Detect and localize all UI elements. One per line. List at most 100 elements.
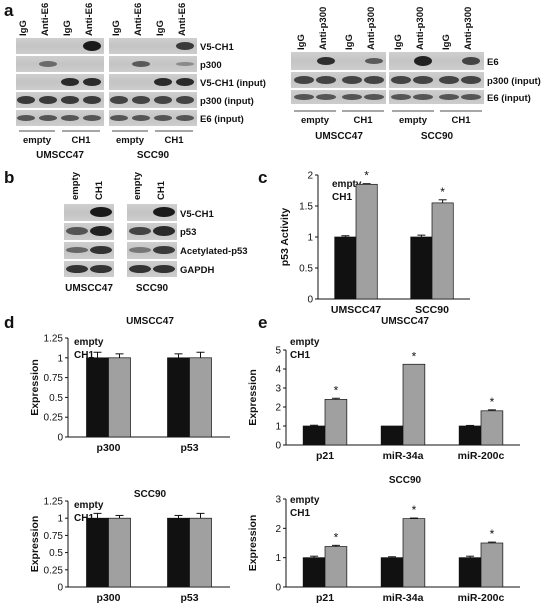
- lane-label: IgG: [393, 34, 404, 50]
- legend-label: CH1: [290, 508, 310, 519]
- x-tick-label: miR-200c: [458, 450, 505, 462]
- row-label: Acetylated-p53: [180, 246, 248, 257]
- bar: [189, 517, 212, 588]
- blot-band: [316, 76, 336, 84]
- blot-band: [153, 226, 175, 236]
- legend-label: CH1: [74, 350, 94, 361]
- blot-band: [132, 115, 150, 121]
- legend-label: empty: [290, 495, 320, 506]
- bar: [108, 357, 131, 438]
- blot-band: [83, 96, 101, 104]
- panel-letter-c: c: [258, 168, 267, 187]
- blot-band: [153, 265, 175, 273]
- blot-strip: [109, 38, 197, 54]
- cell-line-label: SCC90: [136, 283, 169, 294]
- blot-band: [90, 246, 112, 254]
- lane-label: Anti-E6: [40, 3, 51, 36]
- blot-band: [153, 246, 175, 254]
- blot-band: [83, 115, 101, 121]
- x-tick-label: p21: [316, 592, 334, 604]
- bar: [334, 236, 357, 300]
- legend-label: empty: [74, 500, 104, 511]
- blot-band: [439, 94, 459, 100]
- x-tick-label: p53: [180, 592, 198, 604]
- blot-strip: [16, 110, 104, 126]
- row-label: p300: [200, 60, 222, 71]
- blot-band: [317, 57, 335, 65]
- lane-label: Anti-p300: [366, 7, 377, 50]
- panel-letter-b: b: [4, 168, 14, 187]
- blot-band: [83, 41, 101, 51]
- bar: [302, 557, 326, 588]
- group-label: CH1: [451, 115, 471, 126]
- legend-label: empty: [74, 337, 104, 348]
- blot-band: [439, 76, 459, 84]
- blot-strip: [109, 110, 197, 126]
- row-label: E6 (input): [200, 114, 244, 125]
- lane-label: Anti-E6: [177, 3, 188, 36]
- legend-label: empty: [332, 179, 362, 190]
- blot-band: [176, 115, 194, 121]
- blot-band: [316, 94, 336, 100]
- blot-band: [462, 57, 480, 65]
- bar: [402, 363, 426, 446]
- lane-label: CH1: [94, 180, 105, 200]
- lane-label: IgG: [344, 34, 355, 50]
- blot-band: [129, 247, 151, 253]
- y-tick-label: 1: [57, 514, 63, 525]
- x-tick-label: p300: [97, 442, 121, 454]
- bar: [108, 517, 131, 588]
- group-label: empty: [116, 135, 145, 146]
- y-tick-label: 1.5: [299, 202, 313, 213]
- blot-strip: [291, 72, 386, 88]
- chart-title: UMSCC47: [126, 316, 174, 327]
- y-tick-label: 4: [275, 365, 281, 376]
- blot-band: [413, 76, 433, 84]
- lane-label: CH1: [156, 180, 167, 200]
- y-tick-label: 1: [57, 353, 63, 364]
- y-tick-label: 0.75: [44, 373, 64, 384]
- bar: [302, 425, 326, 446]
- lane-label: Anti-p300: [463, 7, 474, 50]
- group-label: empty: [301, 115, 330, 126]
- charts-layer: 0 0.5 1 1.5 2 p53 Activity empty CH1 * UMSCC47 * SC…: [29, 169, 520, 604]
- blot-strip: [109, 92, 197, 108]
- blot-band: [132, 96, 150, 104]
- blot-band: [17, 96, 35, 104]
- row-label: V5-CH1: [200, 42, 235, 53]
- blot-band: [132, 61, 150, 67]
- row-label: V5-CH1 (input): [200, 78, 266, 89]
- blot-a-left: IgG Anti-E6 IgG Anti-E6 IgG Anti-E6 IgG …: [16, 3, 266, 161]
- y-tick-label: 0.25: [44, 413, 64, 424]
- bar: [458, 557, 482, 588]
- blot-strip: [389, 72, 484, 88]
- lane-label: IgG: [155, 20, 166, 36]
- lane-label: IgG: [111, 20, 122, 36]
- y-tick-label: 3: [275, 384, 281, 395]
- row-label: p300 (input): [487, 76, 541, 87]
- bar: [189, 357, 212, 438]
- bar: [86, 517, 109, 588]
- bar: [431, 202, 454, 300]
- y-tick-label: 0.5: [49, 393, 63, 404]
- significance-asterisk: *: [440, 185, 445, 199]
- y-tick-label: 2: [275, 403, 281, 414]
- significance-asterisk: *: [412, 503, 417, 517]
- bar: [380, 425, 404, 446]
- panel-letter-d: d: [4, 313, 14, 332]
- blot-band: [61, 115, 79, 121]
- y-tick-label: 1.25: [44, 334, 64, 345]
- blot-strip: [291, 90, 386, 104]
- panel-letter-e: e: [258, 313, 267, 332]
- blot-band: [342, 94, 362, 100]
- blot-band: [90, 265, 112, 273]
- y-tick-label: 0: [57, 583, 63, 594]
- group-label: CH1: [164, 135, 184, 146]
- blot-band: [176, 78, 194, 86]
- group-label: CH1: [353, 115, 373, 126]
- chart-title: SCC90: [134, 489, 167, 500]
- y-axis-label: p53 Activity: [279, 208, 291, 267]
- blot-band: [391, 76, 411, 84]
- blot-band: [90, 207, 112, 217]
- blot-band: [176, 96, 194, 104]
